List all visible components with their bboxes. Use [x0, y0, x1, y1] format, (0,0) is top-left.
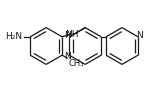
Text: N: N — [64, 52, 71, 61]
Text: NH: NH — [65, 30, 78, 39]
Text: N: N — [137, 31, 143, 40]
Text: N: N — [64, 31, 71, 40]
Text: H₂N: H₂N — [5, 32, 22, 41]
Text: CH₃: CH₃ — [69, 59, 84, 68]
